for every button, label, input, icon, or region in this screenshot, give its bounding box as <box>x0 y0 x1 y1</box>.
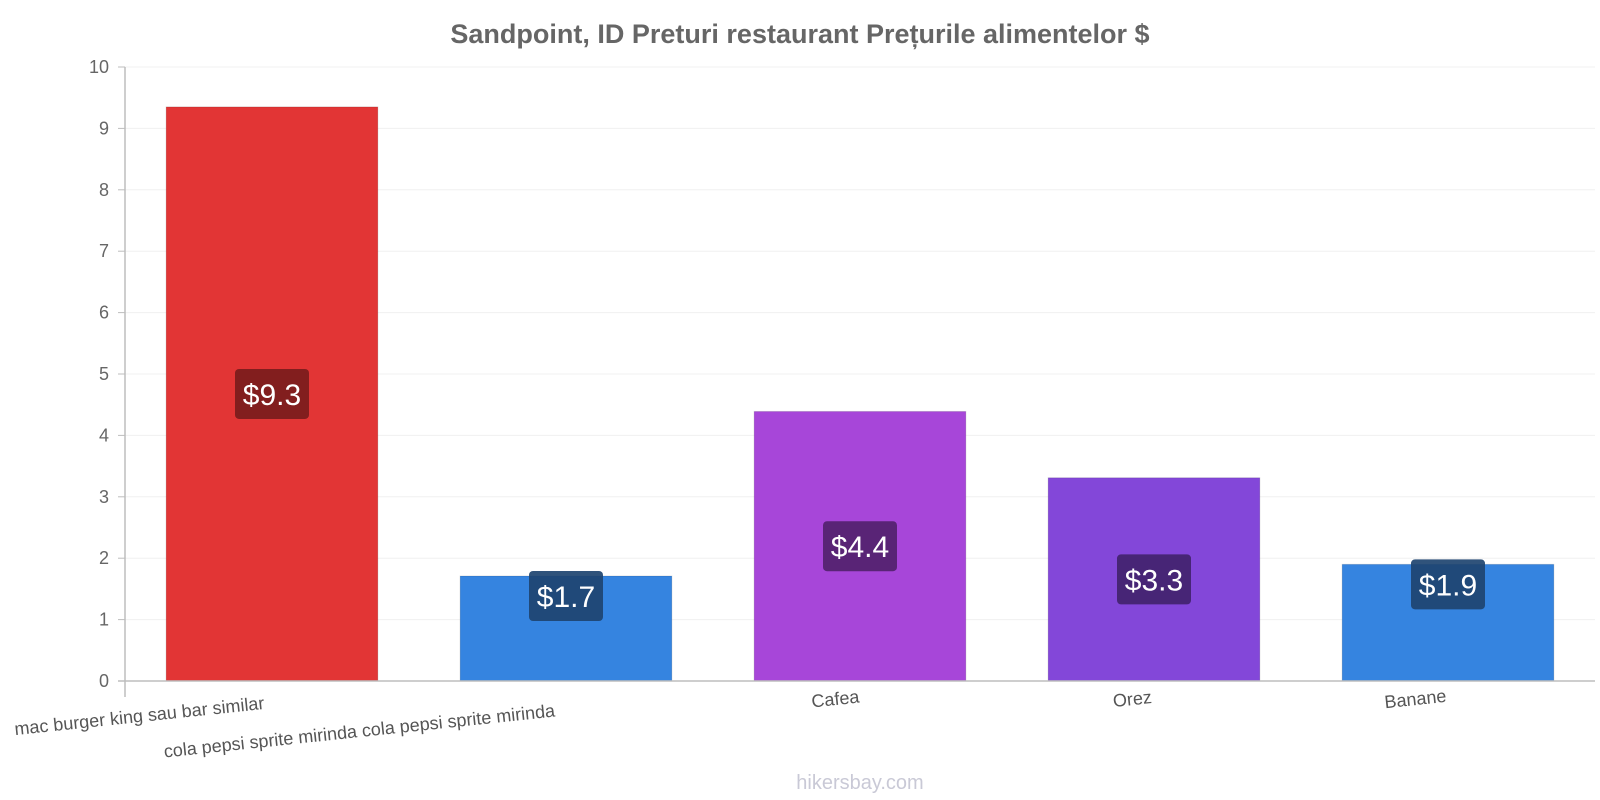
value-label-background <box>235 368 309 419</box>
value-label: $3.3 <box>1125 564 1183 597</box>
value-label: $1.9 <box>1419 569 1477 602</box>
value-label-background <box>823 521 897 572</box>
y-tick-label: 1 <box>99 610 109 630</box>
value-label-background <box>529 571 603 622</box>
y-tick-label: 4 <box>99 425 109 445</box>
y-tick-label: 3 <box>99 487 109 507</box>
y-tick-label: 8 <box>99 180 109 200</box>
value-label-layer: $9.3 $1.7 $4.4 $3.3 $1.9 <box>235 368 1485 622</box>
y-tick-label: 6 <box>99 303 109 323</box>
x-category-label: Banane <box>1383 686 1447 712</box>
watermark: hikersbay.com <box>796 772 923 794</box>
y-tick-label: 10 <box>89 57 109 77</box>
value-label: $9.3 <box>243 379 301 412</box>
value-label: $4.4 <box>831 531 889 564</box>
y-tick-label: 2 <box>99 548 109 568</box>
value-label: $1.7 <box>537 581 595 614</box>
y-tick-label: 7 <box>99 241 109 261</box>
y-tick-label: 9 <box>99 118 109 138</box>
bar-layer <box>165 106 1555 682</box>
value-label-background <box>1117 554 1191 605</box>
x-category-label: Cafea <box>810 686 861 711</box>
chart-title: Sandpoint, ID Preturi restaurant Prețuri… <box>450 19 1149 49</box>
y-tick-label: 5 <box>99 364 109 384</box>
value-label-background <box>1411 559 1485 610</box>
y-tick-label: 0 <box>99 671 109 691</box>
x-category-label: Orez <box>1112 687 1153 711</box>
x-category-label: mac burger king sau bar similar <box>13 693 265 739</box>
